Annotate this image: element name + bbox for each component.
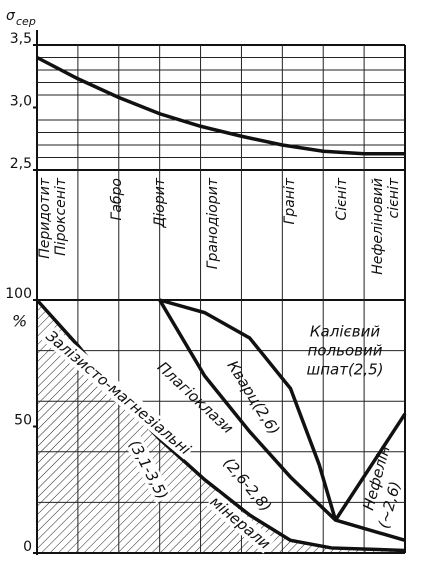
x-category-label: Діорит <box>152 177 168 228</box>
annotation: Калієвий <box>310 323 380 341</box>
x-category-label: Перидотит <box>37 177 53 259</box>
y-tick-label: 2,5 <box>10 156 32 172</box>
x-category-label: Граніт <box>282 177 298 224</box>
curve <box>159 298 338 521</box>
label-bg <box>205 491 275 554</box>
y-tick-label: 50 <box>14 413 32 429</box>
y-axis-label-sub: сер <box>16 15 36 28</box>
annotation: польовий <box>308 342 383 360</box>
y-tick-label: 3,0 <box>10 94 32 110</box>
x-category-label: сієніт <box>386 177 402 218</box>
curve <box>158 299 406 543</box>
hatched-area <box>37 300 405 553</box>
y-tick-label: 3,5 <box>10 31 32 47</box>
annotation: шпат(2,5) <box>306 361 383 379</box>
curve <box>36 55 405 156</box>
x-category-label: Сієніт <box>334 177 350 220</box>
x-category-label: Габро <box>109 178 125 220</box>
y-tick-label: 0 <box>23 539 32 555</box>
y-axis-label: % <box>12 312 27 331</box>
curve <box>334 412 407 522</box>
x-category-label: Нефеліновий <box>370 178 386 275</box>
label-bg <box>41 326 196 460</box>
label-bg <box>124 436 173 504</box>
y-axis-label: σ <box>6 8 16 24</box>
x-category-label: Гранодіорит <box>205 177 221 269</box>
x-category-label: Піроксеніт <box>53 177 69 256</box>
y-tick-label: 100 <box>5 286 32 302</box>
